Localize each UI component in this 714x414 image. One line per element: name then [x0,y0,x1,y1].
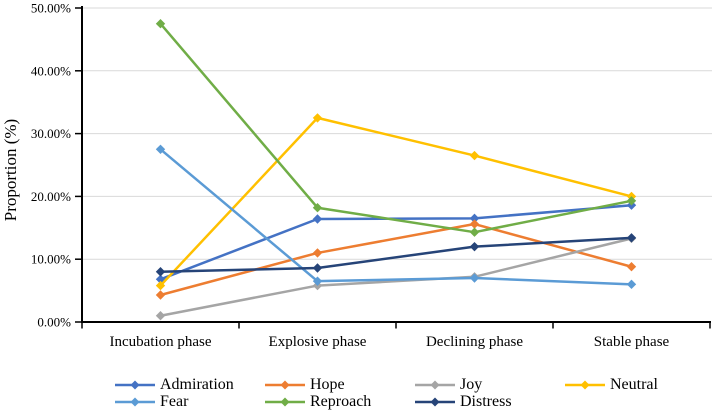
series-line-distress [159,236,633,274]
y-tick-label-40: 40.00% [31,63,71,78]
legend-label-neutral: Neutral [610,376,658,393]
y-tick-label-20: 20.00% [31,189,71,204]
y-tick-label-10: 10.00% [31,252,71,267]
legend-marker-joy [415,380,455,390]
legend-marker-distress [415,397,455,407]
legend-diamond-neutral [580,380,590,390]
legend-label-admiration: Admiration [160,376,234,393]
legend-diamond-fear [130,397,140,407]
legend-marker-neutral [565,380,605,390]
legend-item-neutral: Neutral [565,377,658,393]
legend-diamond-admiration [130,380,140,390]
marker-joy-0 [155,311,166,321]
marker-reproach-2 [469,227,480,237]
legend-label-distress: Distress [460,393,512,410]
y-tick-label-0: 0.00% [37,315,71,330]
marker-fear-3 [626,279,637,290]
series-line-reproach [159,22,633,234]
legend-item-joy: Joy [415,377,482,393]
marker-distress-1 [312,263,323,273]
legend-marker-fear [115,397,155,407]
legend-item-reproach: Reproach [265,394,371,410]
legend-diamond-joy [430,380,440,390]
marker-fear-0 [155,144,166,154]
marker-reproach-1 [312,203,323,213]
marker-reproach-0 [155,19,166,29]
legend-item-distress: Distress [415,394,512,410]
series-line-fear [159,148,633,286]
marker-hope-1 [312,248,323,258]
marker-admiration-1 [312,214,323,224]
y-tick-label-30: 30.00% [31,126,71,141]
marker-admiration-0 [155,274,166,284]
legend-diamond-hope [280,380,290,390]
legend-marker-reproach [265,397,305,407]
marker-admiration-2 [469,213,480,224]
x-axis-label-incubation-phase: Incubation phase [109,334,211,350]
marker-neutral-1 [312,113,323,123]
legend-marker-admiration [115,380,155,390]
marker-reproach-3 [626,196,637,206]
legend-label-reproach: Reproach [310,393,372,410]
marker-neutral-2 [469,150,480,161]
marker-neutral-0 [155,280,166,291]
legend-item-fear: Fear [115,394,188,410]
y-axis-title: Proportion (%) [1,119,20,221]
legend-item-admiration: Admiration [115,377,234,393]
x-axis-label-explosive-phase: Explosive phase [269,334,367,350]
marker-hope-0 [155,290,166,300]
marker-hope-3 [626,262,637,272]
x-axis-label-declining-phase: Declining phase [426,334,523,350]
x-axis-label-stable-phase: Stable phase [594,334,670,350]
marker-fear-1 [312,276,323,286]
marker-distress-2 [469,241,480,252]
legend-diamond-distress [430,397,440,407]
y-tick-label-50: 50.00% [31,1,71,16]
marker-fear-2 [469,273,480,283]
legend-label-joy: Joy [460,376,483,393]
marker-distress-0 [155,267,166,277]
legend-label-fear: Fear [160,393,189,410]
series-line-hope [159,222,633,297]
series-line-neutral [159,116,633,287]
marker-hope-2 [469,219,480,229]
legend-marker-hope [265,380,305,390]
series-line-joy [159,237,633,317]
legend-item-hope: Hope [265,377,345,393]
legend-diamond-reproach [280,397,290,407]
marker-distress-3 [626,233,637,243]
legend-label-hope: Hope [310,376,345,393]
